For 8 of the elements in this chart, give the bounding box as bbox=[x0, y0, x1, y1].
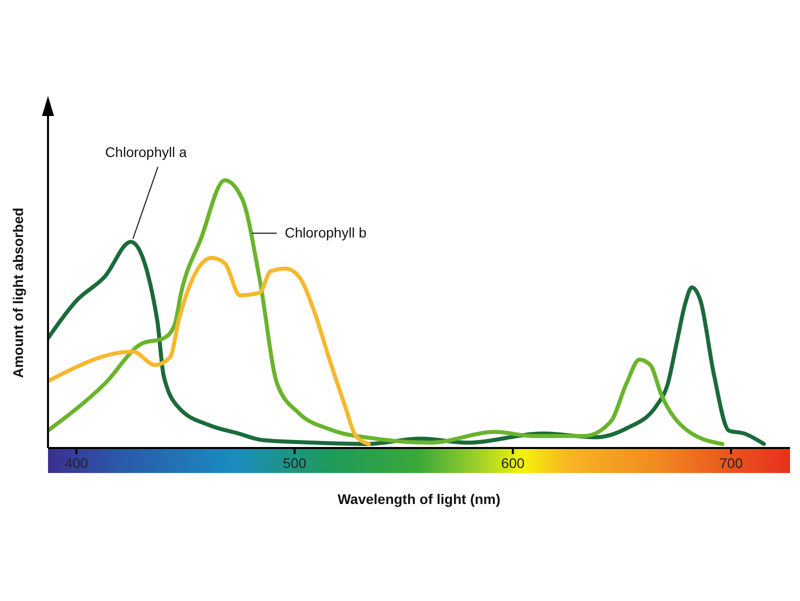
y-axis-title: Amount of light absorbed bbox=[10, 208, 26, 378]
x-axis-title: Wavelength of light (nm) bbox=[338, 491, 500, 507]
x-tick-label: 400 bbox=[64, 455, 88, 471]
x-tick-label: 700 bbox=[719, 455, 743, 471]
x-tick-label: 600 bbox=[501, 455, 525, 471]
text: Chlorophyll a bbox=[105, 144, 187, 160]
x-tick-label: 500 bbox=[282, 455, 306, 471]
text: Chlorophyll b bbox=[284, 224, 367, 240]
